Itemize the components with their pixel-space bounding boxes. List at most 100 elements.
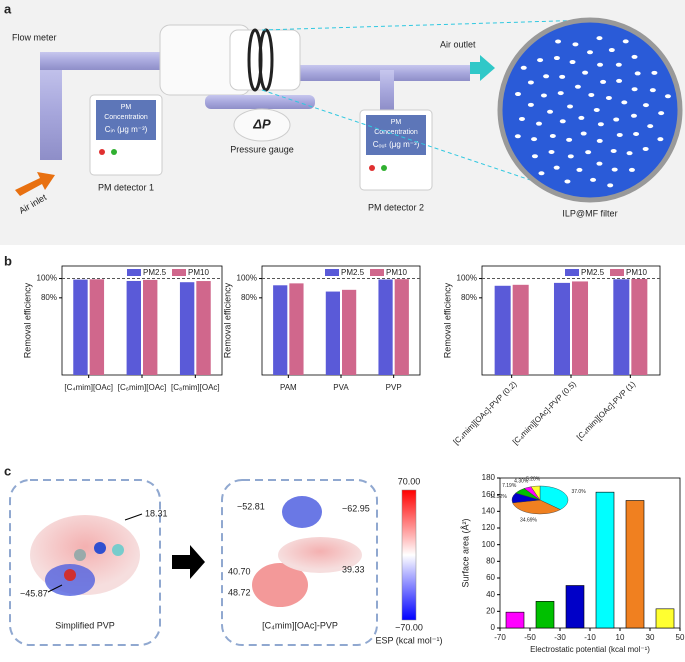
pie-slice bbox=[512, 499, 561, 515]
hole bbox=[649, 88, 656, 93]
pipe bbox=[40, 60, 62, 160]
hole bbox=[642, 146, 649, 151]
y-tick-label: 160 bbox=[482, 490, 496, 499]
gauge bbox=[233, 108, 291, 142]
legend-label: PM10 bbox=[188, 268, 209, 277]
x-tick-label: 10 bbox=[616, 633, 625, 642]
molecule-name: [C₄mim][OAc]-PVP bbox=[262, 620, 338, 630]
led bbox=[99, 149, 105, 155]
label: PM detector 1 bbox=[98, 182, 154, 192]
hole bbox=[588, 92, 595, 97]
x-tick-label: 30 bbox=[646, 633, 655, 642]
atom bbox=[94, 542, 106, 554]
bar bbox=[631, 279, 648, 375]
esp-value: −52.81 bbox=[237, 501, 265, 511]
led bbox=[369, 165, 375, 171]
esp-value: −45.87 bbox=[20, 588, 48, 598]
hole bbox=[569, 60, 576, 65]
hole bbox=[538, 171, 545, 176]
hole bbox=[514, 134, 521, 139]
hole bbox=[613, 117, 620, 122]
x-tick-label: PAM bbox=[280, 383, 297, 392]
bar bbox=[196, 281, 211, 375]
y-tick-label: 180 bbox=[482, 473, 496, 482]
atom bbox=[74, 549, 86, 561]
hole bbox=[548, 150, 555, 155]
bar bbox=[89, 279, 105, 375]
pipe bbox=[40, 52, 190, 70]
screen-text: Concentration bbox=[104, 114, 148, 121]
y-tick-label: 80% bbox=[241, 293, 257, 302]
pie-slice bbox=[539, 485, 569, 510]
hole bbox=[634, 71, 641, 76]
hole bbox=[621, 100, 628, 105]
pointer bbox=[124, 513, 143, 521]
y-tick-label: 20 bbox=[486, 606, 495, 615]
hole bbox=[664, 94, 671, 99]
x-tick-label: [C₄mim][OAc]-PVP (1) bbox=[575, 379, 638, 442]
hole bbox=[527, 102, 534, 107]
y-tick-label: 80% bbox=[461, 293, 477, 302]
pie-label: 34.69% bbox=[520, 518, 538, 524]
hole bbox=[590, 177, 597, 182]
hole bbox=[597, 62, 604, 67]
pie-label: 4.30% bbox=[514, 479, 529, 485]
x-tick-label: [C₆mim][OAc] bbox=[118, 383, 167, 392]
hole bbox=[559, 74, 566, 79]
legend-label: PM10 bbox=[386, 268, 407, 277]
hole bbox=[631, 87, 638, 92]
led bbox=[111, 149, 117, 155]
panel-label: a bbox=[4, 1, 12, 16]
hole bbox=[537, 58, 544, 63]
x-tick-label: -70 bbox=[494, 633, 506, 642]
y-tick-label: 100% bbox=[37, 274, 57, 283]
y-tick-label: 100 bbox=[482, 540, 496, 549]
label: Air outlet bbox=[440, 39, 476, 49]
bar bbox=[325, 291, 340, 375]
hole bbox=[600, 79, 607, 84]
screen-text: Cᵢₙ (μg m⁻³) bbox=[105, 125, 148, 134]
bar bbox=[553, 282, 570, 375]
hole bbox=[520, 65, 527, 70]
atom bbox=[112, 544, 124, 556]
hole bbox=[514, 92, 521, 97]
bar bbox=[394, 279, 409, 375]
hole bbox=[611, 167, 618, 172]
esp-negative bbox=[282, 496, 322, 528]
hole bbox=[616, 132, 623, 137]
molecule-name: Simplified PVP bbox=[55, 620, 115, 630]
esp-value: 48.72 bbox=[228, 587, 251, 597]
legend-label: PM2.5 bbox=[143, 268, 167, 277]
hole bbox=[582, 70, 589, 75]
gauge-pipe bbox=[205, 95, 315, 109]
hole bbox=[608, 48, 615, 53]
hole bbox=[553, 165, 560, 170]
colorbar-label: 70.00 bbox=[398, 476, 421, 486]
hole bbox=[540, 93, 547, 98]
outlet-arrow bbox=[470, 55, 495, 81]
esp-value: −62.95 bbox=[342, 503, 370, 513]
legend-swatch bbox=[370, 269, 384, 276]
hole bbox=[566, 137, 573, 142]
bar bbox=[126, 280, 141, 375]
hole bbox=[596, 161, 603, 166]
bar bbox=[595, 491, 615, 629]
hole bbox=[593, 108, 600, 112]
panel-c-molecules: 18.31 −45.87 Simplified PVP −52.81 −62.9… bbox=[9, 476, 443, 646]
y-axis-label: Surface area (Å²) bbox=[460, 518, 470, 587]
y-tick-label: 100% bbox=[457, 274, 477, 283]
hole bbox=[574, 84, 581, 89]
bar bbox=[505, 611, 525, 629]
hole bbox=[628, 167, 635, 172]
esp-value: 40.70 bbox=[228, 566, 251, 576]
hole bbox=[567, 104, 574, 109]
bar bbox=[289, 283, 304, 375]
x-tick-label: -10 bbox=[584, 633, 596, 642]
bar bbox=[494, 285, 511, 375]
filter-zoom bbox=[497, 17, 683, 203]
hole bbox=[622, 39, 629, 44]
atom bbox=[64, 569, 76, 581]
y-tick-label: 120 bbox=[482, 523, 496, 532]
hole bbox=[658, 111, 665, 116]
hole bbox=[642, 103, 649, 108]
